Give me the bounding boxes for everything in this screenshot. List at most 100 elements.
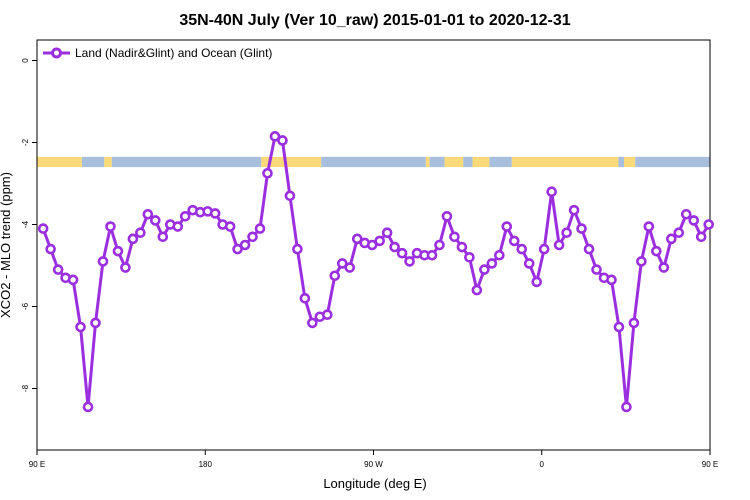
- land-segment: [624, 156, 636, 168]
- data-point: [606, 274, 617, 286]
- data-point: [277, 135, 288, 146]
- legend: Land (Nadir&Glint) and Ocean (Glint): [43, 46, 272, 60]
- x-axis: 90 E 180 90 W 0 90 E: [29, 450, 718, 469]
- data-point: [523, 258, 535, 269]
- land-segment: [104, 156, 112, 168]
- data-point: [651, 245, 662, 257]
- data-point: [254, 223, 266, 234]
- chart-title: 35N-40N July (Ver 10_raw) 2015-01-01 to …: [179, 12, 570, 29]
- data-point: [224, 221, 236, 232]
- series-line: [41, 134, 710, 409]
- data-point: [434, 239, 445, 251]
- data-point: [381, 227, 393, 238]
- data-point: [516, 243, 528, 255]
- x-tick-label: 90 W: [364, 460, 383, 469]
- data-point: [374, 235, 385, 247]
- ocean-segment: [618, 156, 625, 168]
- y-tick-label: -6: [21, 302, 30, 310]
- data-point: [426, 249, 438, 261]
- data-point: [82, 401, 94, 413]
- data-point: [120, 262, 131, 273]
- ocean-segment: [429, 156, 445, 168]
- data-point: [344, 262, 356, 273]
- x-tick-label: 90 E: [29, 460, 45, 469]
- data-point: [329, 270, 341, 282]
- y-tick-label: -2: [21, 138, 30, 146]
- ocean-segment: [81, 156, 105, 168]
- data-point: [307, 317, 318, 329]
- data-point: [643, 221, 655, 232]
- data-point: [680, 208, 692, 220]
- land-segment: [472, 156, 490, 168]
- data-point: [172, 221, 184, 232]
- data-point: [232, 243, 243, 255]
- data-point: [441, 211, 453, 222]
- data-point: [366, 239, 378, 251]
- data-point: [494, 249, 505, 261]
- data-point: [90, 317, 101, 329]
- data-point: [449, 231, 460, 243]
- data-point: [546, 186, 557, 197]
- data-point: [404, 256, 415, 267]
- data-point: [299, 292, 311, 304]
- y-axis-label: XCO2 - MLO trend (ppm): [0, 172, 13, 318]
- data-point: [464, 251, 475, 263]
- land-segment: [261, 156, 322, 168]
- data-point: [112, 245, 124, 257]
- data-point: [688, 215, 700, 226]
- data-point: [456, 241, 468, 253]
- land-segment: [425, 156, 430, 168]
- data-point: [636, 256, 647, 267]
- data-point: [538, 243, 550, 255]
- data-point: [209, 208, 221, 219]
- data-point: [561, 227, 572, 238]
- data-point: [97, 256, 109, 267]
- data-point: [262, 167, 273, 179]
- data-point: [568, 204, 580, 216]
- x-tick-label: 90 E: [702, 460, 718, 469]
- data-point: [351, 233, 363, 245]
- land-segment: [444, 156, 464, 168]
- data-point: [389, 241, 400, 253]
- data-point: [666, 233, 677, 245]
- data-point: [695, 231, 707, 243]
- data-point: [239, 239, 251, 251]
- data-point: [75, 321, 86, 333]
- ocean-segment: [489, 156, 512, 168]
- data-point: [135, 227, 146, 238]
- data-point: [284, 190, 296, 202]
- data-point: [501, 221, 513, 232]
- data-point: [621, 401, 632, 413]
- y-tick-label: -4: [21, 220, 30, 228]
- ocean-segment: [463, 156, 473, 168]
- y-axis: 0 -2 -4 -6 -8: [21, 58, 37, 392]
- legend-label: Land (Nadir&Glint) and Ocean (Glint): [75, 46, 272, 60]
- data-point: [396, 247, 408, 259]
- data-point: [628, 317, 640, 329]
- data-point: [471, 284, 483, 296]
- data-point: [479, 264, 490, 275]
- data-point: [67, 274, 79, 286]
- data-point: [658, 262, 670, 273]
- data-point: [45, 243, 56, 255]
- data-point: [292, 243, 303, 255]
- data-point: [591, 264, 602, 275]
- data-point: [703, 219, 714, 230]
- data-point: [673, 227, 685, 238]
- data-point: [336, 258, 348, 269]
- surface-type-strip: [37, 156, 710, 168]
- data-point: [150, 215, 161, 226]
- ocean-segment: [635, 156, 710, 168]
- land-segment: [511, 156, 619, 168]
- data-point: [269, 131, 281, 142]
- data-point: [531, 276, 543, 288]
- y-tick-label: 0: [21, 58, 30, 63]
- data-series: [37, 131, 714, 413]
- legend-marker-swatch: [51, 47, 62, 59]
- data-point: [613, 321, 625, 333]
- ocean-segment: [111, 156, 262, 168]
- data-point: [322, 309, 333, 321]
- x-axis-label: Longitude (deg E): [323, 476, 426, 491]
- data-point: [127, 233, 139, 245]
